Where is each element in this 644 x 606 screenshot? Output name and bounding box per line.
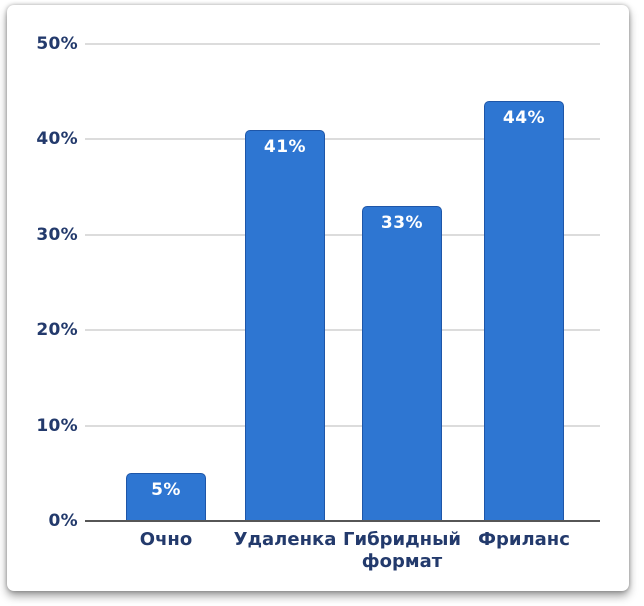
bar: 5% [126, 473, 206, 521]
x-tick-label: Фриланс [478, 529, 570, 550]
y-tick-label: 40% [36, 129, 78, 150]
gridline [85, 424, 600, 427]
bar-value-label: 44% [502, 108, 546, 129]
chart-card: 0% 10% 20% 30% 40% 50% 5% Очно 41% Удаленка 33% Гиб… [7, 5, 629, 591]
bar: 44% [484, 101, 564, 521]
bar-value-label: 41% [263, 136, 307, 157]
bar: 33% [362, 206, 442, 521]
x-tick-label: Гибридный формат [342, 529, 461, 572]
gridline [85, 138, 600, 141]
y-tick-label: 30% [36, 224, 78, 245]
gridline [85, 43, 600, 45]
y-tick-label: 20% [36, 320, 78, 341]
x-axis-line [85, 520, 600, 522]
x-tick-label: Удаленка [233, 529, 337, 550]
y-tick-label: 10% [36, 415, 78, 436]
gridline [85, 233, 600, 236]
y-tick-label: 50% [36, 34, 78, 54]
bar: 41% [245, 129, 325, 521]
gridline [85, 329, 600, 332]
x-tick-label: Очно [139, 529, 193, 550]
y-tick-label: 0% [48, 511, 78, 531]
bar-value-label: 33% [380, 213, 424, 234]
bar-chart: 0% 10% 20% 30% 40% 50% 5% Очно 41% Удаленка 33% Гиб… [7, 5, 629, 591]
bar-value-label: 5% [151, 480, 181, 501]
